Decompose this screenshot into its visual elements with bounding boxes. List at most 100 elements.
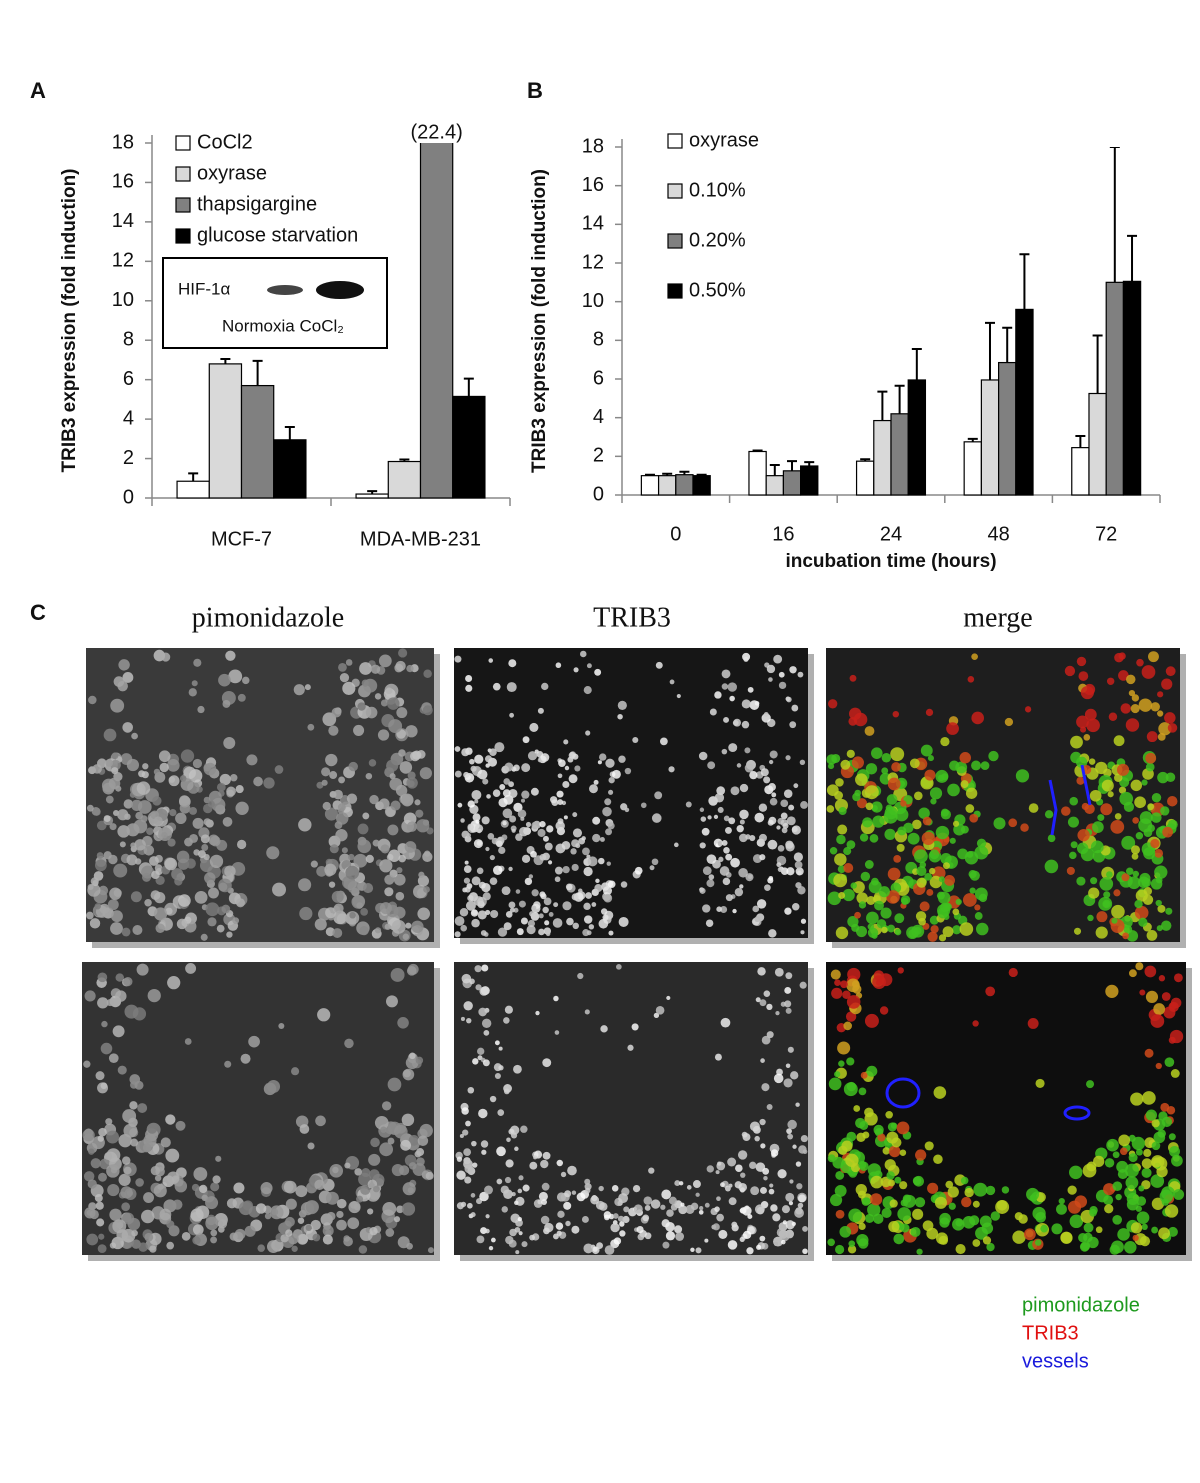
cell — [331, 707, 342, 718]
cell — [592, 833, 601, 843]
cell — [1165, 666, 1176, 677]
cell — [422, 705, 433, 716]
cell — [504, 762, 514, 772]
cell — [122, 1109, 137, 1123]
error-bar — [787, 460, 798, 471]
x-tick-label: 48 — [987, 523, 1009, 545]
cell — [322, 1225, 334, 1237]
error-bar — [860, 458, 871, 462]
cell — [1035, 1078, 1045, 1088]
cell — [1143, 847, 1156, 860]
cell — [1151, 1226, 1159, 1234]
cell — [972, 1239, 981, 1247]
cell — [368, 1153, 381, 1166]
cell — [209, 854, 224, 869]
cell — [467, 823, 475, 831]
cell — [464, 1164, 474, 1174]
cell — [916, 1248, 923, 1255]
cell — [489, 748, 497, 756]
error-bar — [662, 472, 673, 476]
cell — [929, 849, 940, 860]
legend-swatch — [175, 228, 191, 244]
cell — [718, 856, 724, 862]
cell — [106, 1164, 120, 1178]
cell — [488, 1245, 494, 1251]
cell — [674, 1225, 683, 1234]
cell — [781, 1239, 786, 1245]
cell — [179, 775, 187, 782]
cell — [158, 827, 172, 842]
cell — [704, 1202, 710, 1208]
cell — [540, 753, 550, 762]
cell — [482, 778, 489, 785]
cell — [887, 924, 896, 933]
cell — [496, 1146, 506, 1157]
cell — [578, 888, 583, 893]
cell — [662, 1241, 670, 1249]
y-tick-label: 18 — [582, 135, 604, 157]
cell — [595, 878, 600, 884]
cell — [412, 750, 422, 760]
cell — [1081, 802, 1089, 811]
cell — [208, 887, 219, 899]
cell — [884, 1159, 896, 1171]
cell — [565, 1220, 571, 1227]
cell — [92, 764, 102, 774]
cell — [123, 976, 133, 987]
cell — [939, 1212, 951, 1225]
cell — [146, 827, 154, 836]
cell — [873, 1124, 884, 1136]
cell — [555, 1222, 564, 1230]
cell — [1099, 877, 1114, 891]
cell — [130, 891, 142, 903]
cell — [210, 1229, 218, 1237]
cell — [508, 788, 518, 798]
cell — [766, 1103, 773, 1110]
cell — [737, 1150, 748, 1160]
cell — [519, 826, 529, 837]
cell — [167, 976, 181, 990]
cell — [365, 706, 378, 719]
cell — [793, 852, 803, 862]
cell — [717, 806, 724, 813]
cell — [835, 1209, 845, 1219]
cell — [1069, 1165, 1083, 1180]
cell — [633, 1204, 643, 1214]
cell — [749, 771, 758, 780]
cell — [471, 789, 482, 800]
cell — [834, 1071, 841, 1078]
cell — [393, 1216, 401, 1223]
cell — [1083, 1222, 1094, 1233]
cell — [1136, 1196, 1147, 1206]
cell — [496, 1178, 503, 1185]
cell — [554, 1030, 560, 1035]
cell — [768, 875, 774, 881]
cell — [111, 910, 123, 923]
cell — [631, 1023, 639, 1031]
cell — [222, 817, 233, 827]
cell — [678, 1205, 688, 1215]
cell — [828, 1077, 842, 1091]
cell — [165, 907, 173, 915]
cell — [147, 988, 161, 1003]
cell — [527, 751, 538, 761]
bar — [782, 470, 802, 496]
cell — [98, 1127, 107, 1137]
cell — [893, 854, 902, 863]
cell — [344, 1038, 354, 1049]
cell — [101, 1020, 108, 1028]
cell — [1167, 723, 1178, 733]
cell — [99, 903, 110, 914]
cell — [538, 913, 544, 919]
cell — [197, 705, 205, 714]
cell — [107, 899, 119, 911]
cell — [1056, 1203, 1067, 1215]
cell — [489, 1095, 497, 1103]
cell — [937, 774, 945, 782]
cell — [343, 1236, 353, 1247]
cell — [842, 990, 851, 1000]
cell — [236, 839, 247, 850]
cell — [117, 809, 129, 821]
cell — [365, 772, 373, 780]
cell — [1112, 1181, 1123, 1192]
